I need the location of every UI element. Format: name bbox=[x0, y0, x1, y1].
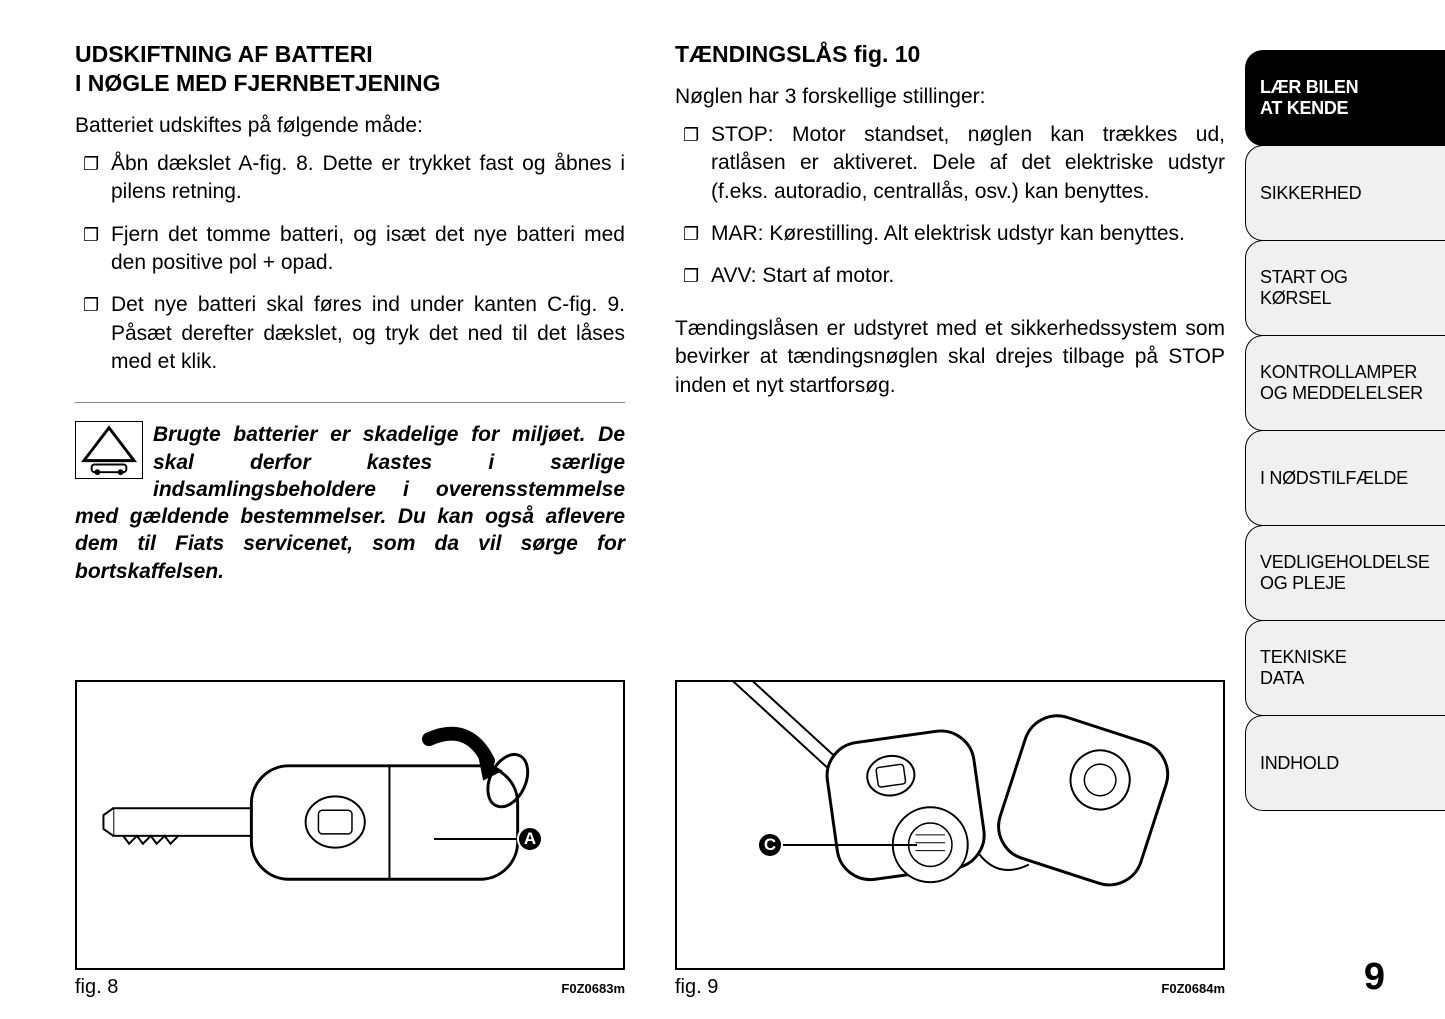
tab-label-line2: DATA bbox=[1260, 668, 1435, 689]
tab-kontrollamper[interactable]: KONTROLLAMPER OG MEDDELELSER bbox=[1245, 335, 1445, 431]
warning-car-icon bbox=[75, 421, 143, 479]
figure-9-area: C fig. 9 F0Z0684m bbox=[675, 660, 1225, 999]
divider bbox=[75, 402, 625, 403]
tab-label-line2: OG PLEJE bbox=[1260, 573, 1435, 594]
tab-label-line2: OG MEDDELELSER bbox=[1260, 383, 1435, 404]
callout-a-line bbox=[434, 838, 518, 840]
heading-line1: UDSKIFTNING AF BATTERI I NØGLE MED FJERN… bbox=[75, 41, 440, 96]
warning-text: Brugte batterier er skadelige for miljøe… bbox=[75, 423, 625, 582]
sidebar-tabs: LÆR BILEN AT KENDE SIKKERHED START OG KØ… bbox=[1245, 0, 1445, 1019]
tab-label-line1: INDHOLD bbox=[1260, 753, 1435, 774]
tab-laer-bilen[interactable]: LÆR BILEN AT KENDE bbox=[1245, 50, 1445, 146]
callout-a-label: A bbox=[524, 829, 536, 849]
fig8-caption: fig. 8 F0Z0683m bbox=[75, 970, 625, 999]
tab-label-line1: SIKKERHED bbox=[1260, 183, 1435, 204]
callout-c-label: C bbox=[764, 835, 776, 855]
fig9-caption: fig. 9 F0Z0684m bbox=[675, 970, 1225, 999]
right-intro: Nøglen har 3 forskellige stillinger: bbox=[675, 83, 1225, 111]
left-heading: UDSKIFTNING AF BATTERI I NØGLE MED FJERN… bbox=[75, 40, 625, 98]
tab-label-line1: KONTROLLAMPER bbox=[1260, 362, 1435, 383]
bullet-item: Fjern det tomme batteri, og isæt det nye… bbox=[75, 221, 625, 278]
callout-c: C bbox=[757, 832, 783, 858]
callout-a: A bbox=[517, 826, 543, 852]
right-bullets: STOP: Motor standset, nøglen kan trækkes… bbox=[675, 121, 1225, 305]
page-number: 9 bbox=[1364, 956, 1385, 999]
right-column: TÆNDINGSLÅS fig. 10 Nøglen har 3 forskel… bbox=[675, 40, 1225, 999]
tab-label-line1: VEDLIGEHOLDELSE bbox=[1260, 552, 1435, 573]
tab-sikkerhed[interactable]: SIKKERHED bbox=[1245, 145, 1445, 241]
tab-start-korsel[interactable]: START OG KØRSEL bbox=[1245, 240, 1445, 336]
tab-indhold[interactable]: INDHOLD bbox=[1245, 715, 1445, 811]
page: UDSKIFTNING AF BATTERI I NØGLE MED FJERN… bbox=[0, 0, 1445, 1019]
fig8-label: fig. 8 bbox=[75, 976, 118, 999]
warning-box: Brugte batterier er skadelige for miljøe… bbox=[75, 421, 625, 585]
fig9-code: F0Z0684m bbox=[1161, 981, 1225, 996]
fig8-code: F0Z0683m bbox=[561, 981, 625, 996]
left-bullets: Åbn dækslet A-fig. 8. Dette er trykket f… bbox=[75, 150, 625, 390]
tab-label-line1: TEKNISKE bbox=[1260, 647, 1435, 668]
callout-c-line bbox=[783, 844, 917, 846]
bullet-item: MAR: Kørestilling. Alt elektrisk udstyr … bbox=[675, 220, 1225, 248]
figure-8-frame: A bbox=[75, 680, 625, 970]
content-area: UDSKIFTNING AF BATTERI I NØGLE MED FJERN… bbox=[0, 0, 1245, 1019]
bullet-item: AVV: Start af motor. bbox=[675, 262, 1225, 290]
figure-8-area: A fig. 8 F0Z0683m bbox=[75, 660, 625, 999]
figure-9-illustration bbox=[677, 682, 1223, 968]
right-heading: TÆNDINGSLÅS fig. 10 bbox=[675, 40, 1225, 69]
left-column: UDSKIFTNING AF BATTERI I NØGLE MED FJERN… bbox=[75, 40, 625, 999]
right-closing: Tændingslåsen er udstyret med et sikkerh… bbox=[675, 315, 1225, 400]
tab-label-line1: LÆR BILEN bbox=[1260, 77, 1435, 98]
tab-vedligeholdelse[interactable]: VEDLIGEHOLDELSE OG PLEJE bbox=[1245, 525, 1445, 621]
bullet-item: Det nye batteri skal føres ind under kan… bbox=[75, 291, 625, 376]
tab-label-line2: AT KENDE bbox=[1260, 98, 1435, 119]
tab-nodstilfaelde[interactable]: I NØDSTILFÆLDE bbox=[1245, 430, 1445, 526]
tab-label-line1: START OG bbox=[1260, 267, 1435, 288]
tab-label-line2: KØRSEL bbox=[1260, 288, 1435, 309]
fig9-label: fig. 9 bbox=[675, 976, 718, 999]
bullet-item: Åbn dækslet A-fig. 8. Dette er trykket f… bbox=[75, 150, 625, 207]
tab-tekniske-data[interactable]: TEKNISKE DATA bbox=[1245, 620, 1445, 716]
figure-8-illustration bbox=[77, 682, 623, 968]
bullet-item: STOP: Motor standset, nøglen kan trækkes… bbox=[675, 121, 1225, 206]
tab-label-line1: I NØDSTILFÆLDE bbox=[1260, 468, 1435, 489]
left-intro: Batteriet udskiftes på følgende måde: bbox=[75, 112, 625, 140]
figure-9-frame: C bbox=[675, 680, 1225, 970]
